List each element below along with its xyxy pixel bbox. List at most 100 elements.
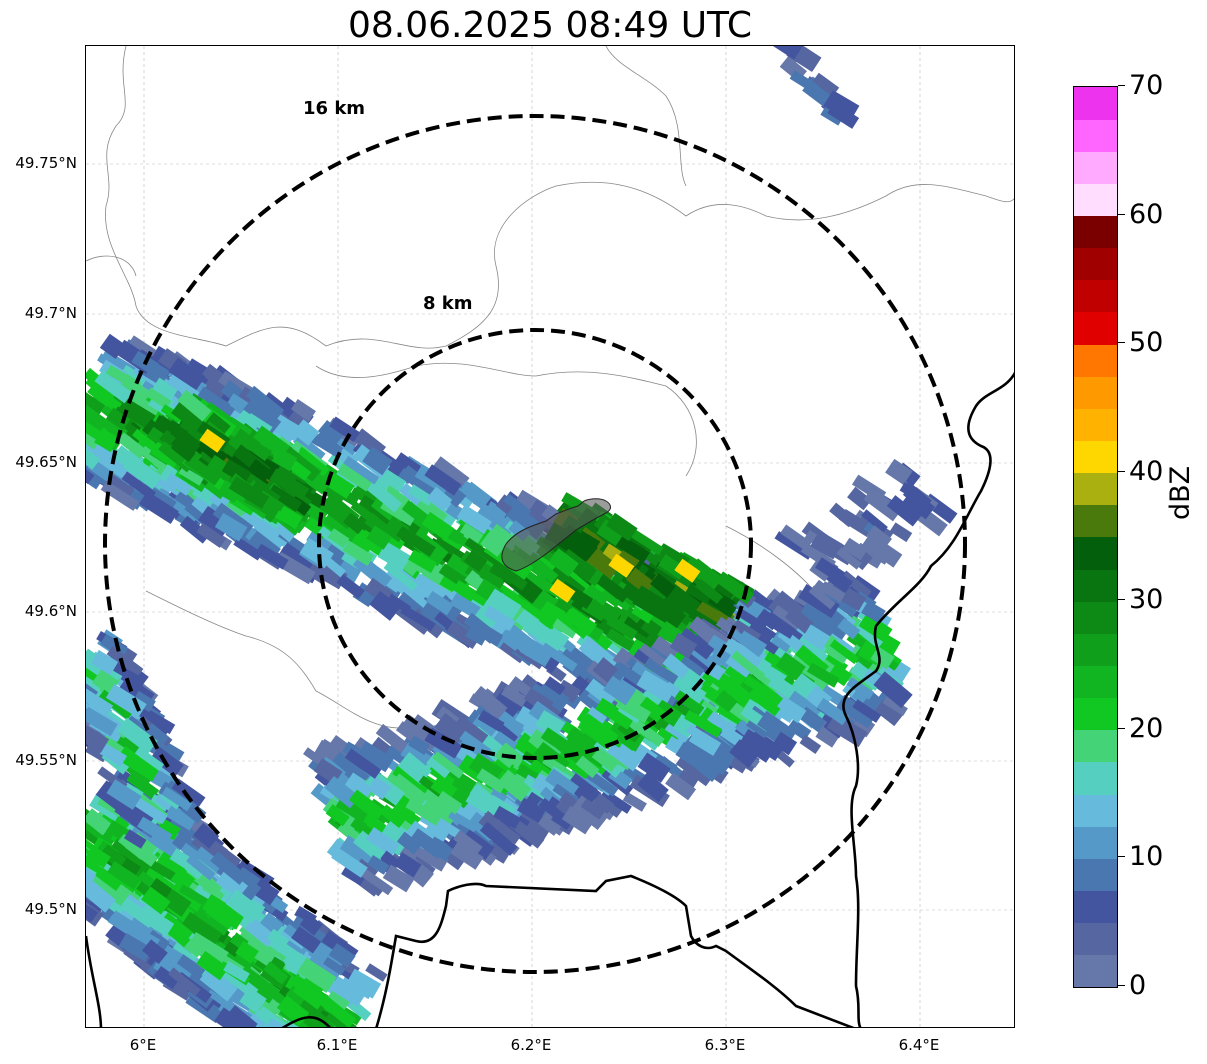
- echo-cell: [144, 723, 170, 747]
- echo-cell: [784, 606, 814, 634]
- colorbar-segment: [1074, 119, 1117, 152]
- echo-cell: [535, 710, 566, 738]
- echo-cell: [889, 522, 913, 543]
- echo-cell: [595, 697, 635, 730]
- echo-cell: [502, 623, 538, 657]
- city-area: [501, 498, 611, 572]
- echo-cell: [121, 471, 157, 501]
- echo-cell: [531, 557, 559, 584]
- echo-cell: [357, 740, 395, 773]
- echo-cell: [325, 804, 350, 827]
- colorbar-segment: [1074, 279, 1117, 313]
- lat-tick-label: 49.55°N: [15, 751, 77, 769]
- echo-cell: [95, 877, 118, 897]
- echo-cell: [366, 776, 392, 800]
- echo-cell: [273, 504, 303, 530]
- colorbar-segment: [1074, 890, 1117, 924]
- echo-cell: [654, 606, 682, 629]
- echo-cell: [178, 465, 204, 486]
- echo-cell: [86, 900, 99, 923]
- echo-cell: [318, 994, 357, 1027]
- echo-cell: [815, 721, 842, 748]
- echo-cell: [148, 859, 181, 884]
- echo-cell: [579, 585, 607, 610]
- echo-cell: [861, 532, 903, 568]
- echo-cell: [165, 802, 198, 831]
- echo-cell: [341, 863, 367, 886]
- echo-cell: [874, 699, 903, 727]
- colorbar-segment: [1074, 183, 1117, 217]
- lon-tick-label: 6.3°E: [704, 1036, 746, 1054]
- echo-cell: [493, 689, 523, 718]
- echo-cell: [592, 657, 619, 683]
- echo-cell: [365, 827, 400, 857]
- echo-cell: [105, 364, 142, 392]
- echo-cell: [288, 398, 316, 425]
- echo-cell: [215, 868, 249, 900]
- echo-cell: [580, 798, 606, 820]
- echo-cell: [153, 965, 180, 990]
- echo-cell: [396, 525, 436, 557]
- echo-cell: [737, 630, 768, 655]
- range-ring-label-16km: 16 km: [303, 98, 366, 119]
- echo-cell: [192, 822, 220, 849]
- echo-cell: [206, 912, 232, 936]
- colorbar-segment: [1074, 408, 1117, 442]
- echo-cell: [561, 805, 594, 835]
- echo-cell: [134, 746, 165, 771]
- echo-cell: [350, 817, 375, 839]
- echo-cell: [668, 673, 707, 707]
- echo-cell: [181, 911, 223, 947]
- lon-tick-label: 6.2°E: [510, 1036, 552, 1054]
- echo-cell-peak: [674, 558, 701, 583]
- echo-cell: [106, 474, 135, 500]
- echo-cell: [148, 912, 175, 937]
- echo-cell: [448, 810, 479, 833]
- echo-cell: [136, 816, 173, 845]
- echo-cell: [199, 966, 238, 1002]
- echo-cell: [722, 637, 764, 670]
- echo-cell: [637, 752, 671, 783]
- echo-cell: [840, 570, 872, 599]
- echo-cell: [421, 821, 450, 848]
- region-boundary-center: [315, 362, 697, 477]
- echo-cell: [291, 926, 322, 954]
- echo-cell: [141, 939, 168, 965]
- echo-cell: [823, 90, 854, 119]
- echo-cell: [110, 910, 147, 939]
- echo-cell: [770, 628, 796, 653]
- echo-cell: [230, 952, 255, 975]
- echo-cell: [669, 632, 698, 659]
- echo-cell: [329, 976, 367, 1008]
- range-ring-label-8km: 8 km: [423, 293, 473, 314]
- echo-cell: [243, 1027, 280, 1028]
- echo-cell: [732, 595, 764, 623]
- range-ring-8km: [317, 328, 753, 760]
- echo-cell: [408, 484, 435, 506]
- radar-map: [85, 45, 1015, 1028]
- echo-cell: [678, 627, 715, 660]
- echo-cell: [497, 769, 532, 802]
- echo-cell: [586, 706, 608, 726]
- echo-cell: [132, 690, 156, 713]
- echo-cell: [515, 609, 550, 642]
- echo-cell: [675, 753, 714, 787]
- echo-cell: [802, 624, 831, 651]
- echo-cell: [400, 604, 436, 632]
- echo-cell: [100, 634, 129, 658]
- echo-cell: [758, 738, 783, 761]
- echo-cell: [141, 886, 171, 915]
- echo-cell: [210, 851, 248, 885]
- echo-cell: [88, 441, 132, 480]
- colorbar-segment: [1074, 376, 1117, 409]
- echo-cell: [375, 468, 407, 497]
- echo-cell: [426, 486, 453, 512]
- echo-cell: [169, 848, 195, 871]
- echo-cell: [829, 502, 856, 528]
- echo-cell: [297, 957, 337, 992]
- echo-cell: [471, 685, 508, 720]
- echo-cell: [233, 536, 263, 561]
- echo-cell: [263, 961, 289, 985]
- echo-cell: [344, 748, 382, 779]
- echo-cell: [241, 398, 282, 435]
